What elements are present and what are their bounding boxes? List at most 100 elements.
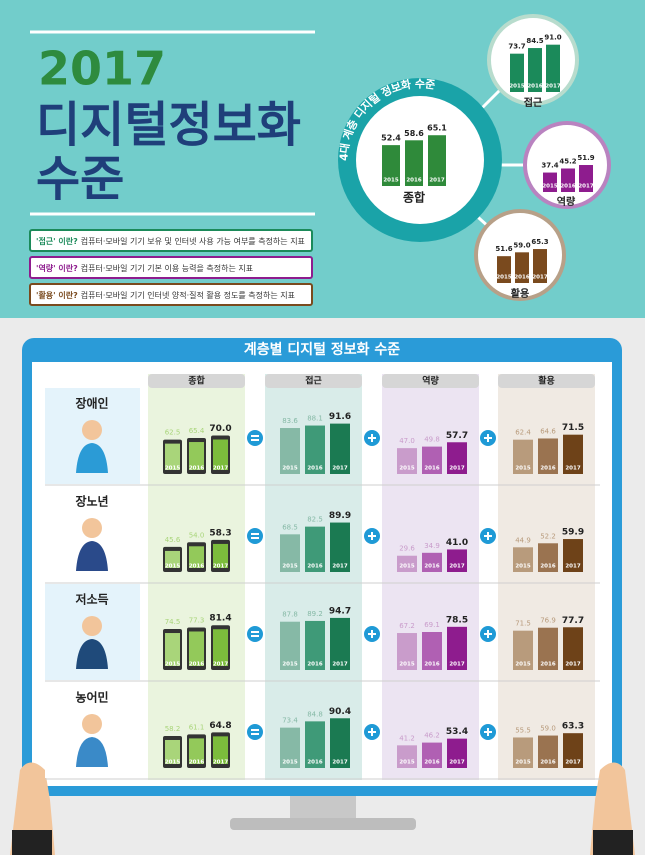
year-label: 2015 [165, 564, 180, 570]
year-label: 2016 [540, 466, 555, 472]
sleeve [593, 830, 633, 855]
person-body [76, 737, 108, 767]
value-label: 64.6 [540, 427, 556, 435]
value-label: 52.2 [540, 532, 556, 540]
phone-screen [189, 631, 204, 666]
board-title: 계층별 디지털 정보화 수준 [244, 341, 400, 358]
value-label: 51.6 [495, 245, 512, 253]
year-label: 2015 [383, 178, 398, 184]
bar [447, 549, 467, 572]
value-label: 54.0 [189, 531, 205, 539]
value-label: 57.7 [446, 431, 468, 441]
year-label: 2015 [282, 760, 297, 766]
row-name: 장노년 [75, 495, 108, 509]
bar [497, 256, 511, 283]
year-label: 2016 [189, 466, 204, 472]
operator [247, 430, 263, 446]
row-name: 농어민 [75, 690, 108, 705]
bar [422, 552, 442, 572]
value-label: 41.2 [399, 734, 415, 742]
value-label: 84.5 [526, 37, 543, 45]
person-head [82, 518, 102, 538]
phone-screen [165, 739, 180, 764]
monitor-base [230, 818, 416, 830]
phone-screen [165, 550, 180, 568]
person-body [76, 639, 108, 669]
value-label: 52.4 [381, 134, 401, 143]
year-label: 2017 [565, 564, 580, 570]
value-label: 83.6 [282, 417, 298, 425]
bar [563, 733, 583, 768]
bar [397, 555, 417, 572]
operator [247, 626, 263, 642]
bar [330, 522, 350, 572]
person-body [76, 541, 108, 571]
bar [397, 745, 417, 768]
year-label: 2017 [449, 760, 464, 766]
group-name: 활용 [511, 287, 529, 300]
header-title: 디지털정보화 [36, 97, 301, 153]
bar [513, 547, 533, 572]
year-label: 2015 [282, 662, 297, 668]
value-label: 90.4 [329, 707, 351, 717]
sleeve [12, 830, 52, 855]
operator [247, 528, 263, 544]
phone-screen [189, 546, 204, 568]
phone-screen [213, 629, 228, 666]
bar [280, 621, 300, 670]
value-label: 77.7 [562, 616, 584, 626]
column-header-box [148, 374, 245, 388]
value-label: 71.5 [515, 620, 531, 628]
definition: '역량' 이란? 컴퓨터·모바일 기기 기본 이용 능력을 측정하는 지표 [36, 263, 253, 273]
value-label: 68.5 [282, 523, 298, 531]
value-label: 55.5 [515, 726, 531, 734]
year-label: 2016 [560, 184, 575, 190]
bar [305, 620, 325, 670]
bar [305, 425, 325, 474]
year-label: 2015 [399, 564, 414, 570]
value-label: 61.1 [189, 723, 205, 731]
year-label: 2017 [213, 564, 228, 570]
value-label: 81.4 [209, 614, 231, 624]
person-head [82, 420, 102, 440]
year-label: 2017 [565, 662, 580, 668]
definition: '접근' 이란? 컴퓨터·모바일 기기 보유 및 인터넷 사용 가능 여부를 측정… [36, 236, 305, 246]
bar [579, 165, 593, 192]
bar [528, 48, 542, 92]
bar [510, 53, 524, 92]
bar [563, 434, 583, 474]
value-label: 59.9 [562, 528, 584, 538]
value-label: 37.4 [541, 162, 558, 170]
phone-screen [165, 443, 180, 470]
year-label: 2017 [545, 84, 560, 90]
bar [447, 738, 467, 768]
group-name: 종합 [403, 190, 425, 205]
year-label: 2017 [429, 178, 444, 184]
year-label: 2016 [424, 662, 439, 668]
year-label: 2017 [532, 275, 547, 281]
year-label: 2017 [449, 466, 464, 472]
bar [280, 727, 300, 768]
year-label: 2017 [332, 662, 347, 668]
year-label: 2016 [406, 178, 421, 184]
operator [247, 724, 263, 740]
year-label: 2017 [449, 662, 464, 668]
year-label: 2015 [509, 84, 524, 90]
year-label: 2015 [399, 662, 414, 668]
value-label: 53.4 [446, 727, 468, 737]
year-label: 2015 [542, 184, 557, 190]
column-header-box [265, 374, 362, 388]
year-label: 2016 [540, 662, 555, 668]
value-label: 74.5 [165, 618, 181, 626]
value-label: 44.9 [515, 536, 531, 544]
year-label: 2016 [189, 564, 204, 570]
value-label: 41.0 [446, 538, 468, 548]
value-label: 45.6 [165, 536, 181, 544]
definition-box [29, 256, 313, 279]
value-label: 65.1 [427, 124, 447, 133]
bar [538, 735, 558, 768]
year-label: 2017 [213, 760, 228, 766]
year-label: 2016 [189, 662, 204, 668]
value-label: 46.2 [424, 732, 440, 740]
